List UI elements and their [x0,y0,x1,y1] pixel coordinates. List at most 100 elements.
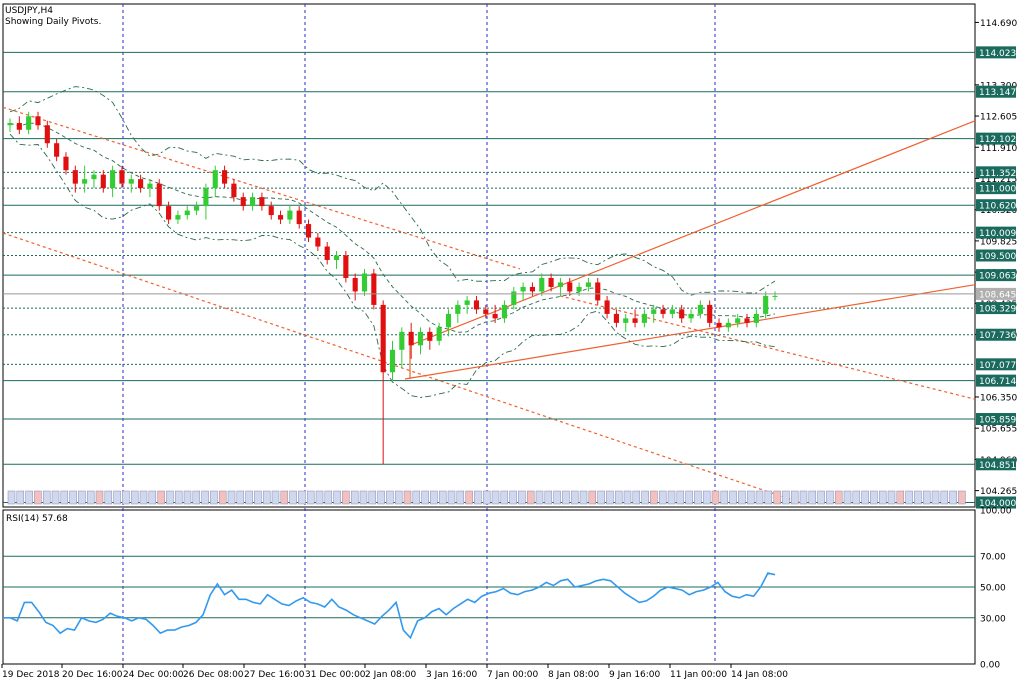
rsi-label-0: 100.00 [980,507,1012,517]
session-cell-5 [51,490,60,505]
session-cell-102 [905,490,913,505]
candle-body-57 [539,277,545,292]
session-cell-63 [562,490,570,505]
session-cell-27 [245,490,253,505]
candle-body-8 [82,179,88,184]
candle-body-62 [585,282,591,287]
pivot-tag-9: 108.329 [979,305,1016,315]
pivot-tag-bg-4 [976,182,1016,195]
session-cell-39 [350,490,359,505]
candle-body-45 [427,331,433,341]
session-strip [7,490,966,505]
pivot-tag-bg-11 [976,358,1016,371]
candle-body-68 [641,313,647,323]
session-cell-40 [359,490,368,505]
candle-body-28 [268,206,274,216]
pivot-tag-14: 104.851 [979,461,1016,471]
session-cell-95 [843,490,852,505]
time-label-11: 11 Jan 00:00 [670,670,727,680]
session-cell-72 [641,490,649,505]
session-cell-28 [254,490,262,505]
candle-body-13 [128,179,134,184]
time-axis: 19 Dec 2018 20 Dec 16:00 24 Dec 00:00 26 De… [1,664,788,680]
session-cell-69 [614,490,623,505]
session-cell-70 [623,490,632,505]
session-cell-17 [157,490,165,505]
session-cell-91 [808,490,817,505]
candle-body-17 [166,206,172,220]
candle-body-55 [520,286,526,292]
candle-body-23 [222,170,228,184]
candles [7,111,778,465]
candle-body-81 [763,295,769,314]
session-cell-64 [570,490,579,505]
session-cell-104 [922,490,931,505]
session-cell-44 [394,490,403,505]
period-separators [122,4,716,664]
pivot-tag-bg-14 [976,458,1016,471]
session-cell-87 [773,490,781,505]
pivot-tag-bg-2 [976,132,1016,145]
rsi-label-2: 50.00 [980,584,1006,594]
candle-body-11 [110,170,116,189]
session-cell-97 [861,490,869,505]
candle-body-12 [119,170,125,184]
band-lower [9,133,776,398]
session-cell-105 [931,490,940,505]
candle-body-59 [557,282,563,287]
candle-body-18 [175,215,181,220]
session-cell-57 [509,490,517,505]
candle-body-35 [333,255,340,260]
session-cell-65 [579,490,588,505]
trend-lines [2,106,976,504]
session-cell-6 [60,490,69,505]
time-label-6: 2 Jan 08:00 [365,670,417,680]
candle-body-2 [26,116,32,130]
trend-line-3 [404,284,976,380]
pivot-tag-2: 112.102 [979,135,1016,145]
session-cell-55 [491,490,500,505]
session-cell-32 [289,490,297,505]
candle-body-31 [296,210,302,225]
candle-body-7 [72,170,78,184]
pivot-tag-8: 109.063 [979,272,1016,282]
candle-body-49 [464,300,470,305]
session-cell-23 [210,490,218,505]
rsi-label-3: 30.00 [980,614,1006,624]
session-cell-73 [650,490,658,505]
session-cell-18 [166,490,174,505]
session-cell-78 [694,490,702,505]
session-cell-74 [658,490,667,505]
session-cell-83 [738,490,746,505]
session-cell-8 [78,490,86,505]
price-label-13: 104.265 [980,487,1017,497]
session-cell-98 [870,490,878,505]
candle-body-34 [324,246,330,260]
pivot-tag-3: 111.352 [979,169,1016,179]
candle-body-5 [54,143,60,157]
candle-body-46 [436,327,442,341]
time-label-3: 26 Dec 08:00 [183,670,244,680]
price-label-3: 111.910 [980,144,1017,154]
session-cell-88 [782,490,790,505]
session-cell-2 [25,490,33,505]
session-cell-58 [518,490,526,505]
session-cell-76 [676,490,685,505]
session-cell-96 [852,490,861,505]
session-cell-61 [544,490,553,505]
session-cell-7 [69,490,77,505]
session-cell-86 [764,490,773,505]
session-cell-108 [958,490,966,505]
session-cell-15 [139,490,148,505]
pivot-tag-bg-5 [976,199,1016,212]
session-cell-106 [940,490,949,505]
candle-body-78 [735,318,741,323]
session-cell-53 [474,490,482,505]
time-label-12: 14 Jan 08:00 [731,670,788,680]
candle-body-73 [688,313,694,319]
session-cell-4 [42,490,51,505]
candle-body-71 [669,309,675,314]
candle-body-1 [16,123,22,130]
session-cell-93 [826,490,834,505]
session-cell-26 [236,490,245,505]
